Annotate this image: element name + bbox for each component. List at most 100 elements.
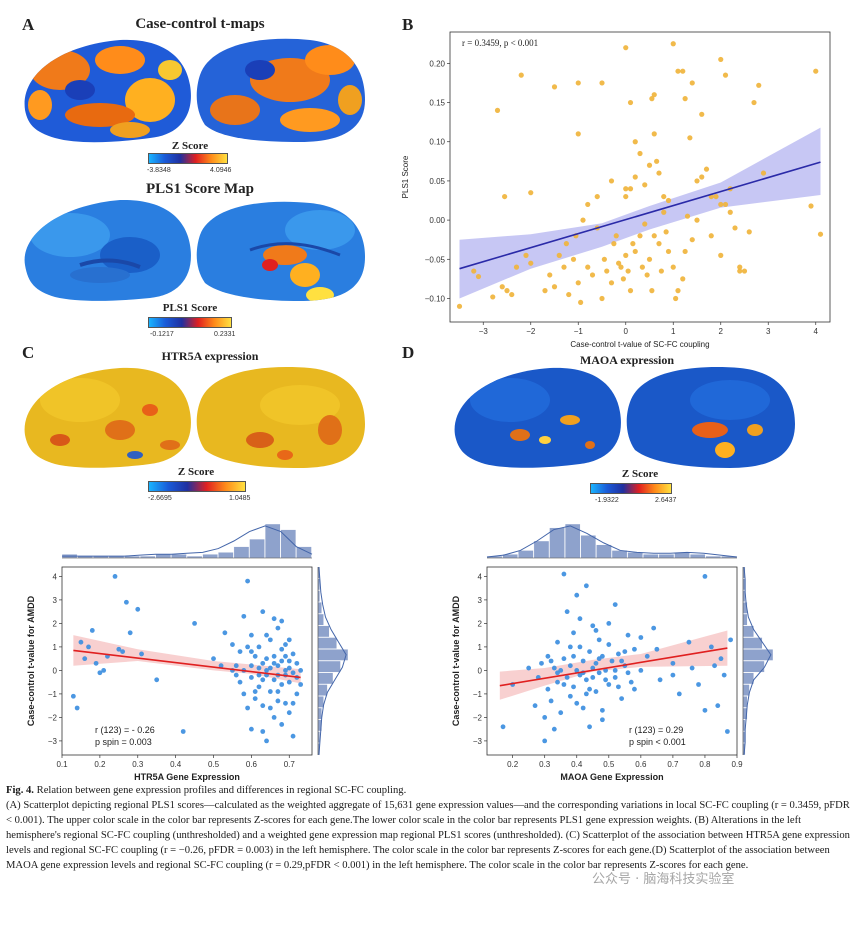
scatter-point bbox=[686, 639, 692, 645]
scatter-point bbox=[456, 303, 463, 309]
x-tick-label: 0.7 bbox=[284, 760, 296, 769]
y-tick-label: −0.05 bbox=[425, 255, 446, 264]
scatter-point bbox=[601, 256, 607, 262]
scatter-point bbox=[283, 653, 288, 659]
histogram-bar bbox=[171, 554, 187, 559]
scatter-point bbox=[267, 689, 273, 694]
cb-a-top-max: 4.0946 bbox=[210, 167, 232, 174]
scatter-point bbox=[154, 677, 160, 683]
scatter-point bbox=[577, 616, 583, 622]
scatter-point bbox=[644, 272, 650, 278]
confidence-band bbox=[459, 127, 821, 299]
scatter-point bbox=[101, 668, 107, 673]
cb-c-min: -2.6695 bbox=[148, 495, 172, 502]
chart-c-stat-p: p spin = 0.003 bbox=[95, 737, 152, 747]
y-axis-label: Case-control t-value for AMDD bbox=[26, 595, 36, 726]
fit-line bbox=[499, 647, 728, 687]
cb-a-top-min: -3.8348 bbox=[147, 167, 171, 174]
scatter-point bbox=[689, 237, 695, 243]
y-tick-label: 0.00 bbox=[429, 216, 445, 225]
panel-a-title-bottom: PLS1 Score Map bbox=[145, 181, 255, 197]
scatter-point bbox=[260, 660, 266, 666]
scatter-point bbox=[632, 139, 638, 145]
scatter-point bbox=[574, 700, 580, 706]
scatter-chart-c: 0.1 0.2 0.3 0.4 0.5 0.6 0.7 −3 −2 −1 0 1 2 3 4 HTR5A Ge… bbox=[26, 523, 349, 782]
scatter-point bbox=[233, 663, 239, 669]
scatter-point bbox=[252, 696, 258, 701]
confidence-band bbox=[499, 630, 728, 700]
scatter-point bbox=[680, 68, 686, 74]
scatter-point bbox=[694, 217, 700, 223]
scatter-point bbox=[718, 201, 724, 208]
scatter-point bbox=[585, 264, 591, 270]
scatter-point bbox=[245, 578, 251, 584]
x-axis-label: MAOA Gene Expression bbox=[560, 772, 663, 782]
scatter-point bbox=[275, 663, 281, 669]
x-tick-label: 0.5 bbox=[603, 760, 615, 769]
scatter-point bbox=[513, 264, 520, 270]
scatter-point bbox=[256, 665, 262, 671]
scatter-point bbox=[619, 696, 625, 701]
scatter-point bbox=[632, 686, 637, 692]
brain-left-lateral-tmap bbox=[24, 39, 191, 143]
histogram-bar bbox=[611, 550, 628, 559]
scatter-point bbox=[642, 182, 648, 188]
histogram-bar bbox=[317, 696, 324, 708]
y-tick-label: 1 bbox=[478, 643, 483, 652]
panel-letter-b: B bbox=[402, 15, 414, 34]
y-tick-label: 4 bbox=[53, 572, 58, 581]
scatter-point bbox=[561, 264, 567, 270]
scatter-point bbox=[684, 213, 691, 219]
x-tick-label: 0.4 bbox=[170, 760, 182, 769]
scatter-point bbox=[279, 722, 285, 727]
fit-line bbox=[459, 161, 821, 270]
scatter-point bbox=[665, 197, 672, 204]
scatter-point bbox=[112, 574, 118, 579]
histogram-bar bbox=[689, 554, 706, 559]
scatter-point bbox=[618, 264, 624, 270]
scatter-point bbox=[267, 705, 273, 711]
y-tick-label: −0.10 bbox=[425, 294, 446, 303]
x-tick-label: 0.9 bbox=[731, 760, 743, 769]
brain-left-medial-tmap bbox=[196, 38, 365, 142]
brain-pls1-images bbox=[24, 199, 365, 301]
scatter-point bbox=[120, 649, 126, 654]
histogram-bar bbox=[317, 684, 328, 696]
x-tick-label: 1 bbox=[671, 327, 676, 336]
scatter-point bbox=[571, 653, 576, 659]
scatter-point bbox=[542, 715, 548, 720]
y-tick-label: 0.20 bbox=[429, 59, 445, 68]
scatter-point bbox=[561, 571, 567, 577]
scatter-point bbox=[267, 637, 273, 643]
scatter-point bbox=[708, 233, 714, 239]
scatter-point bbox=[116, 646, 122, 652]
scatter-point bbox=[271, 660, 277, 666]
cb-d-max: 2.6437 bbox=[655, 497, 677, 504]
scatter-point bbox=[494, 107, 501, 113]
scatter-point bbox=[241, 613, 247, 619]
scatter-point bbox=[638, 635, 644, 640]
scatter-point bbox=[599, 295, 605, 302]
scatter-point bbox=[245, 644, 251, 650]
scatter-point bbox=[632, 248, 638, 255]
scatter-point bbox=[651, 625, 657, 631]
x-tick-label: 2 bbox=[719, 327, 724, 336]
scatter-point bbox=[721, 672, 727, 678]
brain-left-medial-maoa bbox=[626, 367, 795, 468]
scatter-point bbox=[616, 260, 622, 266]
scatter-point bbox=[732, 225, 738, 231]
scatter-point bbox=[286, 710, 292, 716]
scatter-point bbox=[676, 691, 682, 697]
histogram-bar bbox=[317, 602, 322, 614]
scatter-point bbox=[575, 80, 581, 86]
scatter-point bbox=[230, 642, 235, 647]
cb-c-bar bbox=[148, 481, 246, 492]
scatter-point bbox=[97, 670, 103, 676]
watermark-text: 公众号 · 脑海科技实验室 bbox=[592, 872, 735, 887]
scatter-point bbox=[286, 665, 292, 671]
scatter-point bbox=[616, 684, 621, 690]
caption-fig-number: Fig. 4. bbox=[6, 785, 34, 796]
cb-a-top-bar bbox=[148, 153, 228, 164]
histogram-bar bbox=[742, 672, 754, 685]
scatter-point bbox=[612, 668, 618, 673]
